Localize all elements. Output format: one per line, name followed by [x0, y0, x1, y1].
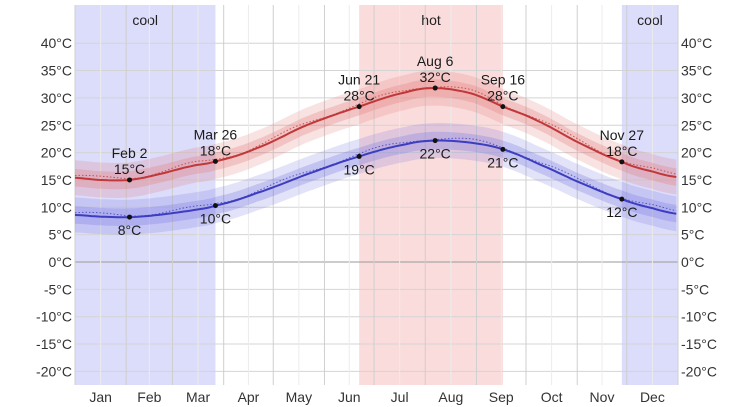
x-tick-label: Dec — [640, 389, 665, 405]
series-dotted-average-high — [74, 86, 677, 180]
annotation-value: 28°C — [344, 88, 375, 104]
annotation-value: 10°C — [200, 211, 231, 227]
y-tick-label-left: 30°C — [41, 90, 72, 106]
series-line-average-high — [74, 87, 677, 182]
annotation-value: 18°C — [200, 142, 231, 158]
y-tick-label-left: 10°C — [41, 199, 72, 215]
band-outer — [75, 123, 677, 235]
annotation-point — [500, 146, 506, 152]
x-tick-label: Feb — [137, 389, 161, 405]
y-tick-label-left: 35°C — [41, 63, 72, 79]
season-bands: cool hot cool — [75, 5, 678, 385]
y-tick-label-right: -5°C — [681, 281, 709, 297]
y-tick-label-right: 5°C — [681, 227, 705, 243]
series-dotted-average-low — [74, 137, 677, 217]
y-tick-label-right: 0°C — [681, 254, 705, 270]
y-tick-label-left: 20°C — [41, 145, 72, 161]
annotation-point — [127, 177, 133, 183]
x-tick-label: Jun — [338, 389, 361, 405]
annotation-date: Jun 21 — [338, 72, 380, 88]
x-tick-label: Jan — [89, 389, 112, 405]
annotation-value: 28°C — [487, 88, 518, 104]
y-tick-label-right: 35°C — [681, 63, 712, 79]
y-tick-label-right: 25°C — [681, 117, 712, 133]
x-tick-label: Sep — [489, 389, 514, 405]
season-label-cool: cool — [637, 12, 663, 28]
annotation-point — [432, 85, 438, 91]
season-label-hot: hot — [421, 12, 441, 28]
annotation-value: 15°C — [114, 161, 145, 177]
season-band-cool — [75, 5, 216, 385]
annotation-point — [500, 104, 506, 110]
annotation-point — [432, 138, 438, 144]
annotation-date: Nov 27 — [600, 127, 645, 143]
y-tick-label-right: -10°C — [681, 309, 717, 325]
annotation-value: 19°C — [344, 161, 375, 177]
annotation-date: Aug 6 — [417, 53, 454, 69]
season-label-cool: cool — [132, 12, 158, 28]
y-tick-label-right: -15°C — [681, 336, 717, 352]
annotation-point — [212, 203, 218, 209]
annotation-value: 32°C — [420, 69, 451, 85]
y-tick-label-left: 40°C — [41, 35, 72, 51]
annotation-value: 8°C — [118, 222, 142, 238]
y-tick-label-left: 15°C — [41, 172, 72, 188]
grid — [74, 5, 679, 385]
y-tick-label-left: 25°C — [41, 117, 72, 133]
season-band-hot — [359, 5, 503, 385]
y-tick-label-left: -5°C — [44, 281, 72, 297]
y-tick-label-left: -10°C — [36, 309, 72, 325]
annotation-value: 18°C — [606, 143, 637, 159]
x-tick-label: Oct — [541, 389, 563, 405]
annotation-point — [619, 196, 625, 202]
annotation-points — [127, 85, 625, 220]
y-tick-label-left: -15°C — [36, 336, 72, 352]
annotation-point — [127, 214, 133, 220]
annotation-date: Feb 2 — [112, 145, 148, 161]
annotation-point — [356, 153, 362, 159]
annotation-date: Mar 26 — [194, 126, 238, 142]
axes: 40°C 40°C 35°C 35°C 30°C 30°C 25°C 25°C 20°C 20°C… — [36, 35, 717, 405]
y-tick-label-right: -20°C — [681, 363, 717, 379]
annotation-value: 22°C — [420, 146, 451, 162]
x-tick-label: Jul — [391, 389, 409, 405]
y-tick-label-right: 20°C — [681, 145, 712, 161]
x-tick-label: Mar — [186, 389, 210, 405]
y-tick-label-left: 0°C — [49, 254, 73, 270]
season-band-cool — [621, 5, 678, 385]
y-tick-label-left: 5°C — [49, 227, 73, 243]
x-tick-label: Aug — [438, 389, 463, 405]
y-tick-label-right: 10°C — [681, 199, 712, 215]
annotation-value: 21°C — [487, 154, 518, 170]
y-tick-label-right: 15°C — [681, 172, 712, 188]
y-tick-label-left: -20°C — [36, 363, 72, 379]
annotation-point — [212, 158, 218, 164]
annotation-value: 12°C — [606, 204, 637, 220]
x-tick-label: Nov — [590, 389, 615, 405]
x-tick-label: May — [286, 389, 312, 405]
band-outer — [75, 70, 677, 198]
annotation-point — [619, 159, 625, 165]
y-tick-label-right: 30°C — [681, 90, 712, 106]
annotation-point — [356, 104, 362, 110]
series-lines — [74, 86, 677, 219]
series-line-average-low — [74, 139, 677, 219]
y-tick-label-right: 40°C — [681, 35, 712, 51]
annotation-date: Sep 16 — [481, 72, 526, 88]
band-inner — [75, 79, 677, 190]
x-tick-label: Apr — [238, 389, 260, 405]
